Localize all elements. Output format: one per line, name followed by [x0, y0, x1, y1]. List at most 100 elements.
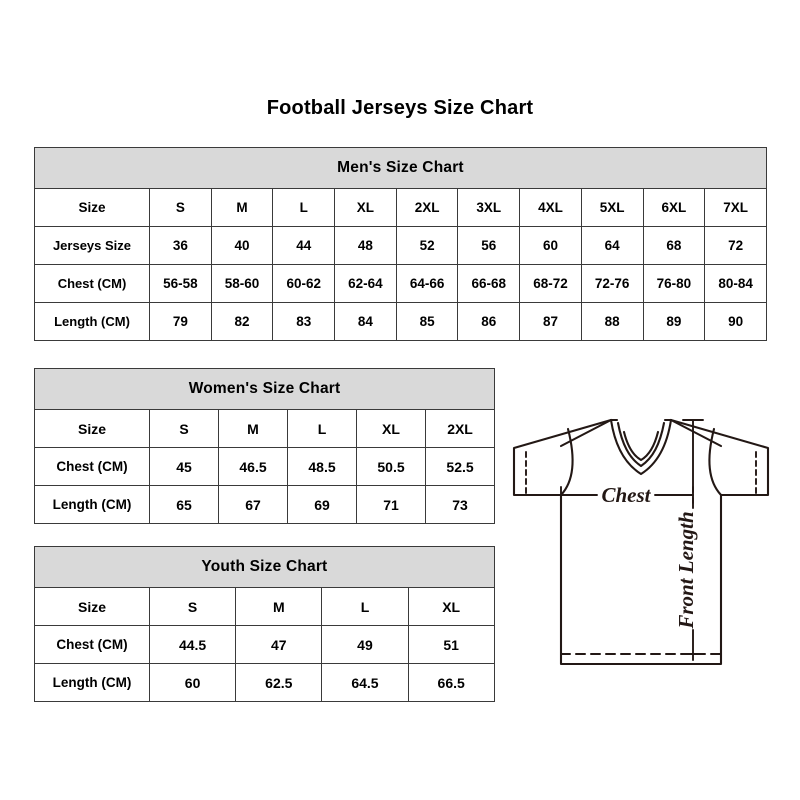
mens-length-6xl: 89 [642, 302, 706, 341]
mens-header-s: S [149, 188, 212, 227]
mens-jerseys-size-6xl: 68 [642, 226, 706, 265]
womens-chest-2xl: 52.5 [424, 447, 496, 486]
mens-length-4xl: 87 [519, 302, 582, 341]
youth-length-s: 60 [148, 663, 237, 702]
table-row: Length (CM) 65 67 69 71 73 [34, 485, 496, 524]
mens-header-6xl: 6XL [642, 188, 706, 227]
mens-jerseys-size-l: 44 [272, 226, 336, 265]
table-row: Length (CM) 60 62.5 64.5 66.5 [34, 663, 495, 702]
womens-chest-l: 48.5 [287, 447, 357, 486]
mens-chest-7xl: 80-84 [704, 264, 767, 303]
womens-chest-m: 46.5 [218, 447, 288, 486]
womens-header-l: L [287, 409, 357, 448]
mens-length-3xl: 86 [457, 302, 521, 341]
mens-header-4xl: 4XL [519, 188, 582, 227]
mens-header-m: M [210, 188, 274, 227]
womens-header-2xl: 2XL [424, 409, 496, 448]
mens-chest-6xl: 76-80 [642, 264, 706, 303]
mens-chest-4xl: 68-72 [519, 264, 582, 303]
womens-length-2xl: 73 [424, 485, 496, 524]
womens-header-size: Size [34, 409, 150, 448]
table-header-row: Size S M L XL [34, 587, 495, 626]
womens-length-s: 65 [149, 485, 219, 524]
youth-chest-s: 44.5 [148, 625, 237, 664]
jersey-left-sleeve [512, 418, 613, 497]
youth-chest-xl: 51 [407, 625, 495, 664]
youth-row-label-chest: Chest (CM) [34, 625, 150, 664]
youth-length-m: 62.5 [235, 663, 323, 702]
mens-chest-m: 58-60 [210, 264, 274, 303]
mens-chest-5xl: 72-76 [580, 264, 644, 303]
mens-length-7xl: 90 [704, 302, 767, 341]
table-row: Chest (CM) 45 46.5 48.5 50.5 52.5 [34, 447, 496, 486]
womens-chest-xl: 50.5 [356, 447, 426, 486]
womens-header-xl: XL [356, 409, 426, 448]
table-header-row: Size S M L XL 2XL [34, 409, 496, 448]
mens-length-2xl: 85 [395, 302, 459, 341]
youth-chest-l: 49 [321, 625, 409, 664]
youth-header-s: S [148, 587, 237, 626]
jersey-right-shoulder-line [669, 418, 723, 448]
mens-size-table: Men's Size Chart Size S M L XL 2XL 3XL 4… [34, 147, 767, 341]
womens-row-label-chest: Chest (CM) [34, 447, 150, 486]
youth-chest-m: 47 [235, 625, 323, 664]
jersey-vneck-outer [609, 418, 673, 476]
youth-header-size: Size [34, 587, 150, 626]
mens-length-5xl: 88 [580, 302, 644, 341]
mens-chest-3xl: 66-68 [457, 264, 521, 303]
womens-chest-s: 45 [149, 447, 219, 486]
youth-header-xl: XL [407, 587, 495, 626]
mens-header-xl: XL [334, 188, 397, 227]
jersey-right-sleeve [669, 418, 770, 497]
womens-header-s: S [149, 409, 219, 448]
mens-jerseys-size-3xl: 56 [457, 226, 521, 265]
womens-length-l: 69 [287, 485, 357, 524]
youth-length-xl: 66.5 [407, 663, 495, 702]
jersey-left-armhole [559, 427, 574, 497]
womens-table-caption: Women's Size Chart [33, 368, 496, 410]
mens-jerseys-size-xl: 48 [334, 226, 397, 265]
jersey-illustration-svg: Chest Front Length [512, 418, 770, 666]
table-caption-row: Youth Size Chart [34, 546, 495, 588]
mens-chest-l: 60-62 [272, 264, 336, 303]
mens-jerseys-size-s: 36 [149, 226, 212, 265]
mens-jerseys-size-5xl: 64 [580, 226, 644, 265]
youth-header-l: L [321, 587, 409, 626]
table-row: Length (CM) 79 82 83 84 85 86 87 88 89 9… [34, 302, 767, 341]
table-row: Chest (CM) 44.5 47 49 51 [34, 625, 495, 664]
mens-header-l: L [272, 188, 336, 227]
page-title: Football Jerseys Size Chart [266, 97, 534, 119]
womens-length-xl: 71 [356, 485, 426, 524]
mens-length-l: 83 [272, 302, 336, 341]
mens-length-xl: 84 [334, 302, 397, 341]
mens-chest-s: 56-58 [149, 264, 212, 303]
womens-header-m: M [218, 409, 288, 448]
mens-header-2xl: 2XL [395, 188, 459, 227]
jersey-right-armhole [708, 427, 723, 497]
womens-length-m: 67 [218, 485, 288, 524]
mens-jerseys-size-m: 40 [210, 226, 274, 265]
youth-row-label-length: Length (CM) [34, 663, 150, 702]
mens-jerseys-size-4xl: 60 [519, 226, 582, 265]
table-row: Chest (CM) 56-58 58-60 60-62 62-64 64-66… [34, 264, 767, 303]
mens-chest-2xl: 64-66 [395, 264, 459, 303]
jersey-body-outline [559, 493, 723, 666]
youth-header-m: M [235, 587, 323, 626]
mens-row-label-jerseys-size: Jerseys Size [34, 226, 150, 265]
mens-header-3xl: 3XL [457, 188, 521, 227]
chest-measurement-label: Chest [601, 483, 651, 507]
jersey-vneck-inner [622, 430, 660, 462]
jersey-measurement-diagram: Chest Front Length [505, 398, 777, 690]
youth-length-l: 64.5 [321, 663, 409, 702]
mens-header-size: Size [34, 188, 150, 227]
womens-row-label-length: Length (CM) [34, 485, 150, 524]
mens-length-m: 82 [210, 302, 274, 341]
mens-jerseys-size-7xl: 72 [704, 226, 767, 265]
front-length-measurement-label: Front Length [674, 511, 698, 629]
mens-header-5xl: 5XL [580, 188, 644, 227]
mens-header-7xl: 7XL [704, 188, 767, 227]
table-header-row: Size S M L XL 2XL 3XL 4XL 5XL 6XL 7XL [34, 188, 767, 227]
mens-chest-xl: 62-64 [334, 264, 397, 303]
table-caption-row: Women's Size Chart [33, 368, 496, 410]
mens-jerseys-size-2xl: 52 [395, 226, 459, 265]
